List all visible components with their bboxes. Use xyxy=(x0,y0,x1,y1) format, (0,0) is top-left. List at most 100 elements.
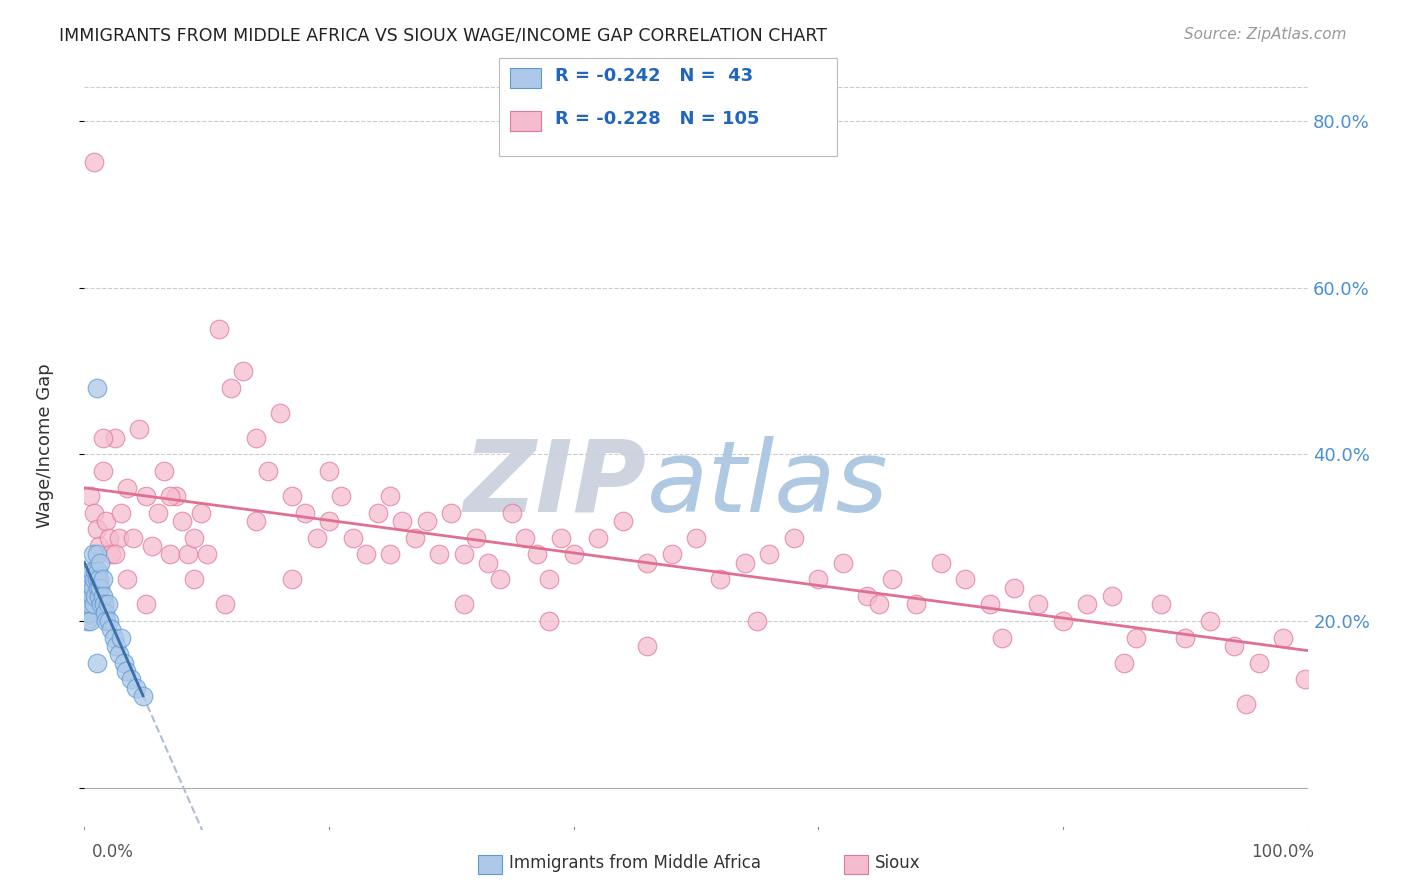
Point xyxy=(367,506,389,520)
Point xyxy=(86,573,108,587)
Point xyxy=(502,506,524,520)
Point xyxy=(76,614,98,628)
Point xyxy=(1114,656,1136,670)
Point xyxy=(110,631,132,645)
Point xyxy=(513,531,536,545)
Point xyxy=(105,639,128,653)
Point xyxy=(1002,581,1025,595)
Point xyxy=(103,631,125,645)
Point xyxy=(94,606,117,620)
Point xyxy=(146,506,169,520)
Text: Wage/Income Gap: Wage/Income Gap xyxy=(37,364,55,528)
Point xyxy=(1223,639,1246,653)
Point xyxy=(905,598,928,612)
Text: 0.0%: 0.0% xyxy=(91,843,134,861)
Point xyxy=(89,581,111,595)
Point xyxy=(110,506,132,520)
Point xyxy=(107,531,129,545)
Point xyxy=(195,548,218,562)
Point xyxy=(281,489,304,503)
Point xyxy=(1236,698,1258,712)
Text: Immigrants from Middle Africa: Immigrants from Middle Africa xyxy=(509,855,761,872)
Text: 100.0%: 100.0% xyxy=(1251,843,1315,861)
Point xyxy=(586,531,609,545)
Point xyxy=(636,639,658,653)
Point xyxy=(91,589,114,603)
Point xyxy=(86,548,108,562)
Point xyxy=(132,689,155,703)
Point xyxy=(183,531,205,545)
Point xyxy=(354,548,377,562)
Point xyxy=(89,556,111,570)
Point xyxy=(83,506,105,520)
Point xyxy=(747,614,769,628)
Point xyxy=(87,581,110,595)
Point xyxy=(122,531,145,545)
Text: R = -0.242   N =  43: R = -0.242 N = 43 xyxy=(555,67,754,85)
Point xyxy=(93,598,115,612)
Point xyxy=(135,489,157,503)
Point xyxy=(104,431,127,445)
Point xyxy=(294,506,316,520)
Point xyxy=(257,464,280,478)
Point xyxy=(90,598,112,612)
Point xyxy=(84,564,107,578)
Point xyxy=(87,589,110,603)
Point xyxy=(82,548,104,562)
Point xyxy=(115,664,138,678)
Point xyxy=(125,681,148,695)
Point xyxy=(869,598,891,612)
Point xyxy=(526,548,548,562)
Point xyxy=(107,648,129,662)
Point xyxy=(77,598,100,612)
Point xyxy=(245,431,267,445)
Point xyxy=(100,623,122,637)
Point xyxy=(1174,631,1197,645)
Point xyxy=(104,548,127,562)
Point xyxy=(87,573,110,587)
Point xyxy=(880,573,903,587)
Point xyxy=(91,573,114,587)
Point xyxy=(115,573,138,587)
Point xyxy=(82,581,104,595)
Point xyxy=(79,489,101,503)
Point xyxy=(214,598,236,612)
Point xyxy=(159,489,181,503)
Point xyxy=(165,489,187,503)
Point xyxy=(97,598,120,612)
Point xyxy=(77,573,100,587)
Point xyxy=(477,556,499,570)
Point xyxy=(1198,614,1220,628)
Point xyxy=(807,573,830,587)
Point xyxy=(318,464,340,478)
Point xyxy=(208,322,231,336)
Point xyxy=(232,364,254,378)
Point xyxy=(831,556,853,570)
Point xyxy=(783,531,806,545)
Point xyxy=(86,381,108,395)
Point xyxy=(97,531,120,545)
Point xyxy=(86,522,108,536)
Point xyxy=(100,548,122,562)
Point xyxy=(1101,589,1123,603)
Text: ZIP: ZIP xyxy=(464,436,647,533)
Point xyxy=(1052,614,1074,628)
Point xyxy=(1028,598,1050,612)
Point xyxy=(80,589,103,603)
Point xyxy=(342,531,364,545)
Point xyxy=(685,531,707,545)
Point xyxy=(135,598,157,612)
Point xyxy=(128,422,150,436)
Point xyxy=(636,556,658,570)
Text: atlas: atlas xyxy=(647,436,889,533)
Point xyxy=(84,589,107,603)
Point xyxy=(538,614,561,628)
Point xyxy=(96,514,118,528)
Point xyxy=(1272,631,1295,645)
Point xyxy=(562,548,585,562)
Point xyxy=(96,614,118,628)
Point xyxy=(86,656,108,670)
Point xyxy=(80,564,103,578)
Point xyxy=(79,598,101,612)
Point xyxy=(91,464,114,478)
